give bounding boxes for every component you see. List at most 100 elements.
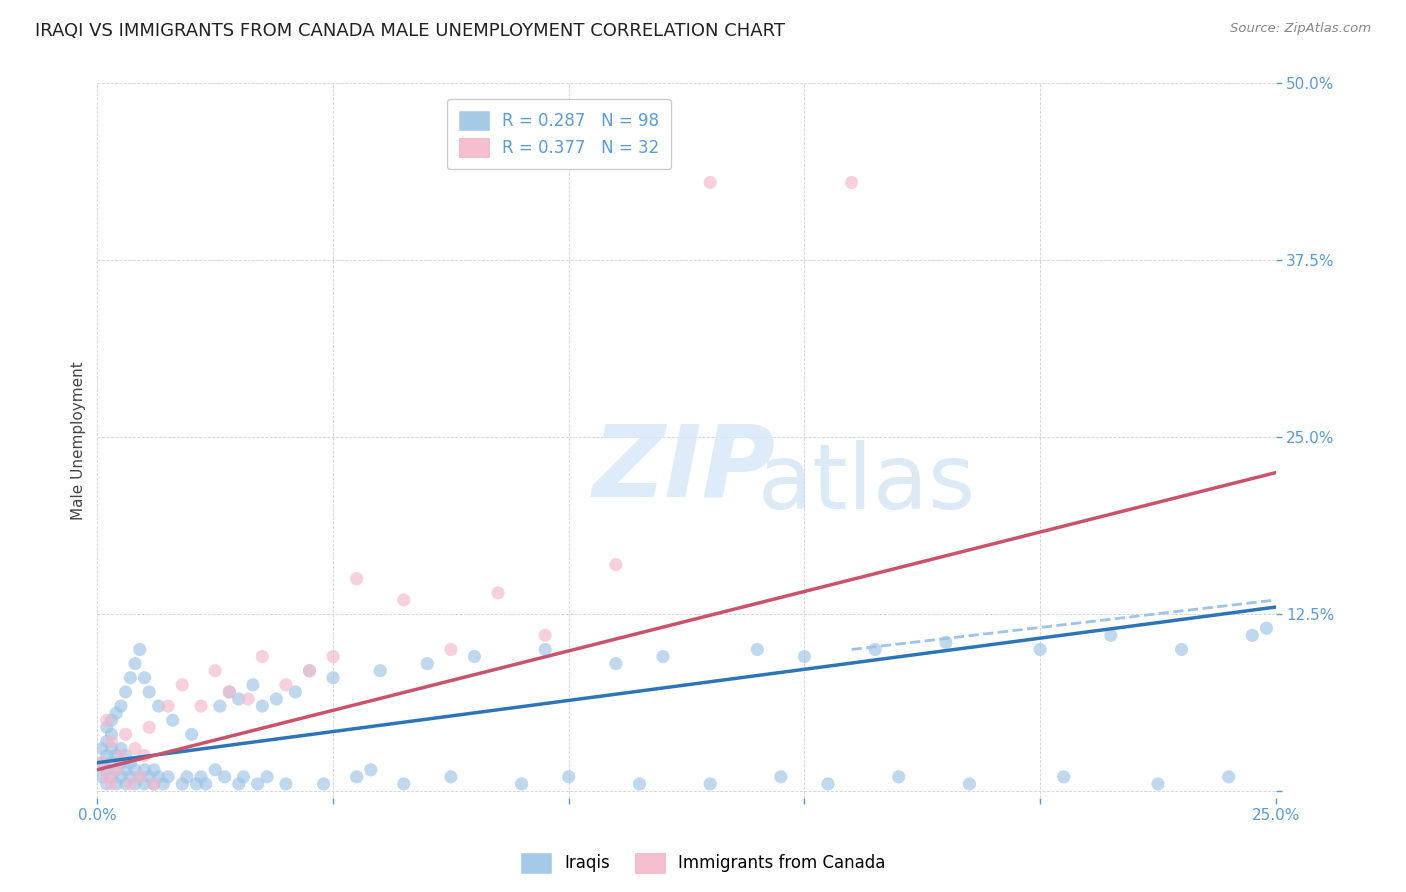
Point: [120, 770, 142, 784]
Point: [392, 593, 415, 607]
Text: atlas: atlas: [758, 440, 976, 528]
Point: [110, 770, 132, 784]
Point: [368, 664, 391, 678]
Point: [534, 642, 557, 657]
Point: [91, 756, 114, 770]
Point: [208, 699, 231, 714]
Point: [110, 699, 132, 714]
Point: [238, 692, 260, 706]
Point: [1241, 628, 1264, 642]
Point: [100, 713, 122, 727]
Point: [252, 699, 274, 714]
Point: [769, 770, 792, 784]
Point: [142, 777, 165, 791]
Point: [96, 748, 118, 763]
Point: [134, 748, 156, 763]
Point: [486, 586, 509, 600]
Point: [148, 770, 170, 784]
Point: [463, 649, 485, 664]
Point: [246, 777, 269, 791]
Point: [114, 777, 136, 791]
Point: [558, 770, 581, 784]
Point: [128, 770, 150, 784]
Text: IRAQI VS IMMIGRANTS FROM CANADA MALE UNEMPLOYMENT CORRELATION CHART: IRAQI VS IMMIGRANTS FROM CANADA MALE UNE…: [35, 22, 785, 40]
Point: [96, 720, 118, 734]
Point: [242, 678, 264, 692]
Point: [416, 657, 439, 671]
Point: [190, 770, 212, 784]
Point: [124, 657, 146, 671]
Point: [96, 734, 118, 748]
Text: ZIP: ZIP: [592, 421, 775, 518]
Point: [1029, 642, 1052, 657]
Point: [138, 720, 160, 734]
Point: [114, 685, 136, 699]
Point: [91, 770, 114, 784]
Point: [96, 777, 118, 791]
Point: [100, 741, 122, 756]
Point: [190, 699, 212, 714]
Point: [194, 777, 217, 791]
Point: [96, 770, 118, 784]
Point: [138, 685, 160, 699]
Point: [204, 664, 226, 678]
Point: [284, 685, 307, 699]
Point: [274, 777, 297, 791]
Point: [114, 727, 136, 741]
Point: [124, 741, 146, 756]
Point: [1170, 642, 1192, 657]
Point: [1218, 770, 1240, 784]
Point: [605, 657, 627, 671]
Point: [134, 777, 156, 791]
Point: [124, 777, 146, 791]
Point: [887, 770, 910, 784]
Point: [322, 649, 344, 664]
Point: [105, 706, 128, 721]
Point: [128, 642, 150, 657]
Point: [120, 756, 142, 770]
Point: [1053, 770, 1076, 784]
Point: [142, 763, 165, 777]
Point: [228, 692, 250, 706]
Point: [100, 734, 122, 748]
Point: [162, 713, 184, 727]
Point: [180, 727, 202, 741]
Point: [510, 777, 533, 791]
Point: [312, 777, 335, 791]
Point: [346, 572, 368, 586]
Point: [322, 671, 344, 685]
Point: [105, 748, 128, 763]
Point: [142, 777, 165, 791]
Point: [392, 777, 415, 791]
Point: [157, 699, 180, 714]
Point: [1256, 621, 1278, 635]
Point: [274, 678, 297, 692]
Text: Source: ZipAtlas.com: Source: ZipAtlas.com: [1230, 22, 1371, 36]
Point: [138, 770, 160, 784]
Point: [652, 649, 675, 664]
Point: [440, 770, 463, 784]
Point: [100, 727, 122, 741]
Point: [91, 756, 114, 770]
Point: [105, 763, 128, 777]
Point: [935, 635, 957, 649]
Point: [440, 642, 463, 657]
Point: [157, 770, 180, 784]
Point: [105, 777, 128, 791]
Point: [298, 664, 321, 678]
Point: [1099, 628, 1122, 642]
Point: [1147, 777, 1170, 791]
Point: [172, 777, 194, 791]
Point: [110, 748, 132, 763]
Point: [114, 748, 136, 763]
Point: [360, 763, 382, 777]
Point: [252, 649, 274, 664]
Point: [176, 770, 198, 784]
Point: [110, 756, 132, 770]
Point: [699, 777, 721, 791]
Point: [817, 777, 839, 791]
Point: [96, 713, 118, 727]
Point: [204, 763, 226, 777]
Legend: R = 0.287   N = 98, R = 0.377   N = 32: R = 0.287 N = 98, R = 0.377 N = 32: [447, 99, 671, 169]
Point: [232, 770, 254, 784]
